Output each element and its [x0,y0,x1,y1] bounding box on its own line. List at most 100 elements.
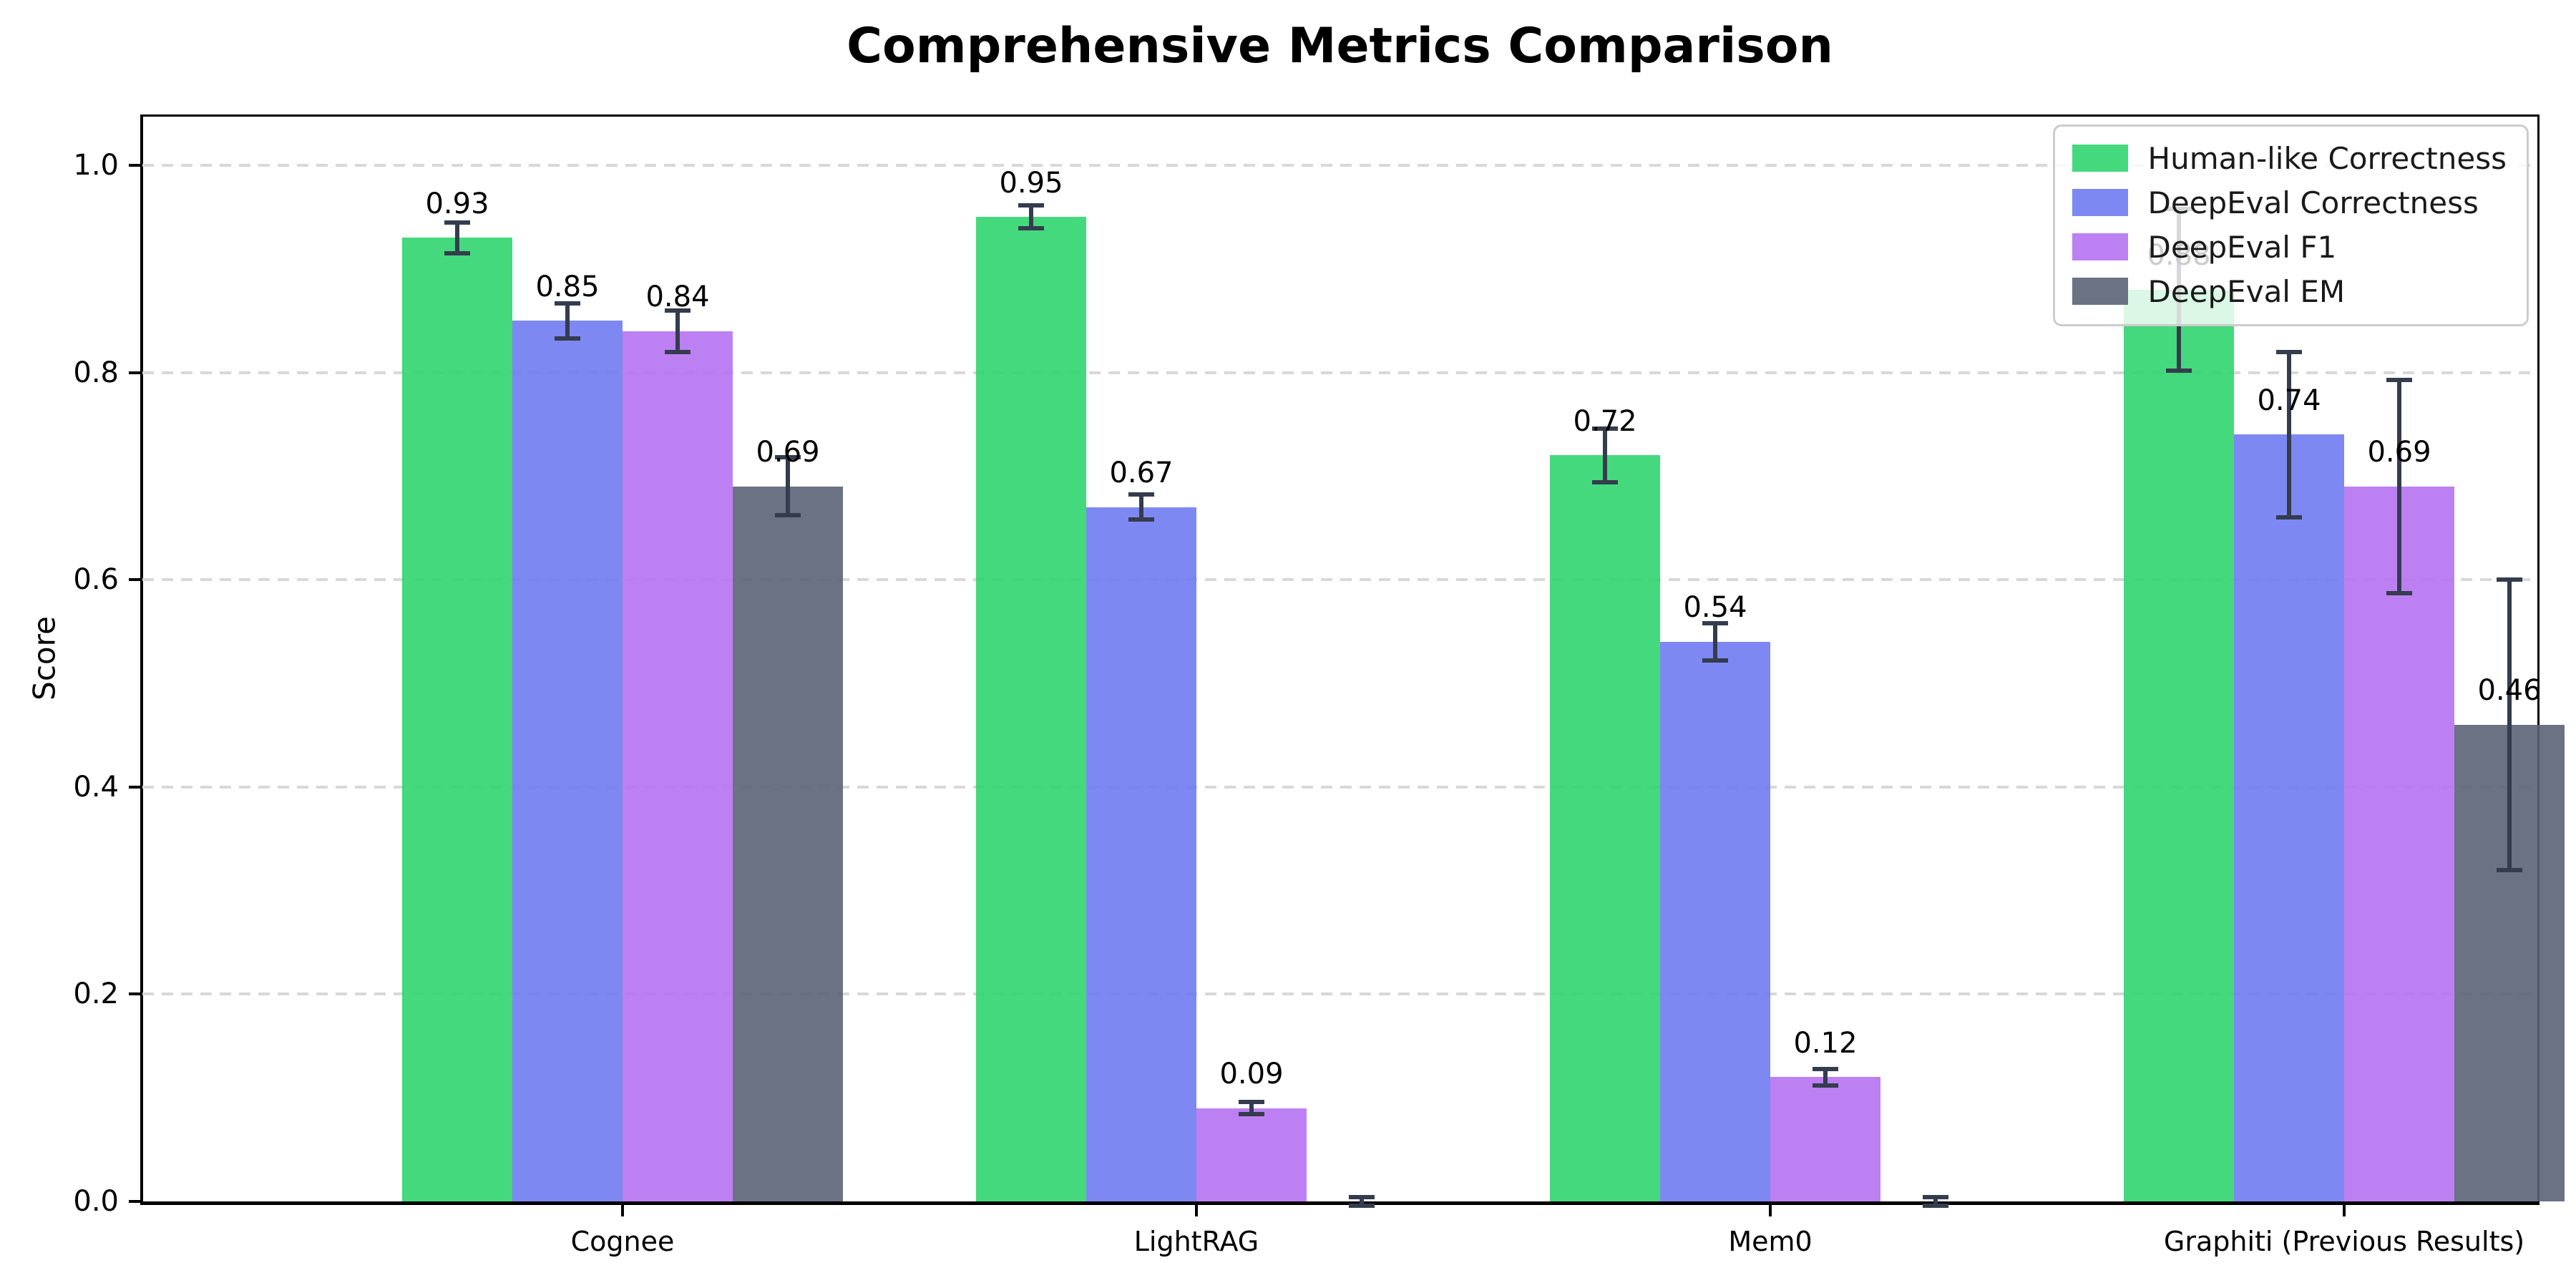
error-bar-line [1603,428,1607,483]
error-bar-cap-bottom [2166,368,2192,373]
bar-2-2 [1086,507,1196,1201]
gridline-0.8 [142,371,2537,374]
error-bar-cap-top [1239,1099,1264,1104]
bar-value-label: 0.54 [1683,591,1747,625]
bar-1-2 [976,217,1086,1202]
error-bar-line [1029,205,1033,229]
error-bar-cap-top [555,301,580,306]
x-tick [1769,1205,1772,1216]
y-tick-label: 0.0 [73,1185,119,1218]
bottom-spine [140,1201,2540,1205]
error-bar-cap-bottom [555,336,580,341]
error-bar-cap-top [1702,621,1728,626]
error-bar-cap-bottom [775,513,801,518]
y-tick-label: 0.8 [73,356,119,389]
error-bar-cap-top [1349,1195,1375,1200]
error-bar-cap-bottom [1702,658,1728,663]
error-bar-cap-top [775,455,801,460]
error-bar-line [1933,1197,1938,1206]
error-bar-cap-bottom [1923,1203,1948,1208]
bar-value-label: 0.46 [2477,674,2542,708]
chart-title: Comprehensive Metrics Comparison [847,18,1833,74]
left-spine [140,114,143,1205]
error-bar-line [1360,1197,1364,1206]
error-bar-cap-bottom [665,349,691,354]
bar-2-3 [1660,642,1770,1202]
y-tick [129,1200,140,1203]
bar-value-label: 0.85 [535,270,600,303]
error-bar-cap-top [444,220,470,225]
bar-1-1 [402,238,512,1202]
legend-item-3: DeepEval F1 [2072,227,2507,267]
error-bar-cap-bottom [1592,480,1618,485]
error-bar-line [565,303,570,338]
legend-label: DeepEval Correctness [2147,185,2479,220]
y-tick [129,578,140,582]
gridline-0.4 [142,785,2537,789]
plot-area: Human-like Correctness DeepEval Correctne… [142,114,2565,1208]
bar-value-label: 0.69 [2367,436,2431,469]
x-tick [621,1205,624,1216]
error-bar-cap-top [1128,492,1154,497]
error-bar-line [2287,351,2291,518]
bar-3-1 [623,331,733,1201]
error-bar-line [786,457,790,516]
error-bar-line [1823,1068,1828,1085]
legend-item-4: DeepEval EM [2072,271,2507,311]
y-axis-label: Score [26,616,62,701]
bar-value-label: 0.69 [756,436,820,469]
gridline-0.6 [142,578,2537,582]
x-tick-label-1: Cognee [570,1226,675,1257]
y-tick-label: 1.0 [73,149,119,182]
error-bar-line [2397,379,2401,594]
error-bar-cap-bottom [2497,867,2522,872]
bar-3-2 [1196,1108,1307,1201]
bar-value-label: 0.09 [1219,1058,1284,1091]
error-bar-cap-top [2497,577,2522,582]
legend-item-1: Human-like Correctness [2072,138,2507,178]
top-spine [140,114,2540,117]
legend-swatch-3 [2072,233,2128,260]
legend: Human-like Correctness DeepEval Correctne… [2052,125,2529,326]
right-spine [2537,114,2540,1205]
legend-label: Human-like Correctness [2147,140,2507,176]
error-bar-line [455,222,459,254]
error-bar-line [1249,1101,1254,1115]
bar-value-label: 0.72 [1573,404,1637,438]
error-bar-cap-top [1923,1195,1948,1200]
bar-value-label: 0.74 [2257,384,2321,417]
bar-3-3 [1770,1077,1880,1202]
error-bar-line [1713,623,1717,661]
error-bar-line [2507,580,2512,870]
bar-4-1 [733,486,843,1201]
legend-swatch-4 [2072,278,2128,305]
error-bar-cap-top [1813,1066,1838,1071]
legend-swatch-2 [2072,189,2128,216]
x-tick [2343,1205,2346,1216]
error-bar-cap-bottom [2386,591,2412,596]
error-bar-cap-top [1592,426,1618,431]
y-tick-label: 0.6 [73,563,119,597]
error-bar-cap-bottom [1813,1083,1838,1088]
bar-value-label: 0.95 [999,166,1063,200]
y-tick [129,785,140,789]
x-tick-label-2: LightRAG [1133,1226,1259,1257]
bar-3-4 [2344,486,2454,1201]
error-bar-cap-bottom [1018,226,1044,231]
error-bar-cap-bottom [1239,1112,1264,1117]
bar-2-4 [2234,434,2344,1202]
error-bar-cap-top [1018,203,1044,208]
error-bar-line [1139,494,1143,520]
bar-1-4 [2124,289,2234,1201]
x-tick-label-4: Graphiti (Previous Results) [2163,1226,2525,1257]
error-bar-cap-top [2386,377,2412,382]
legend-item-2: DeepEval Correctness [2072,182,2507,223]
error-bar-cap-top [665,308,691,313]
y-tick [129,164,140,167]
gridline-0.2 [142,992,2537,996]
y-tick [129,371,140,374]
error-bar-cap-bottom [1349,1203,1375,1208]
gridline-1.0 [142,164,2537,167]
y-tick-label: 0.2 [73,977,119,1011]
